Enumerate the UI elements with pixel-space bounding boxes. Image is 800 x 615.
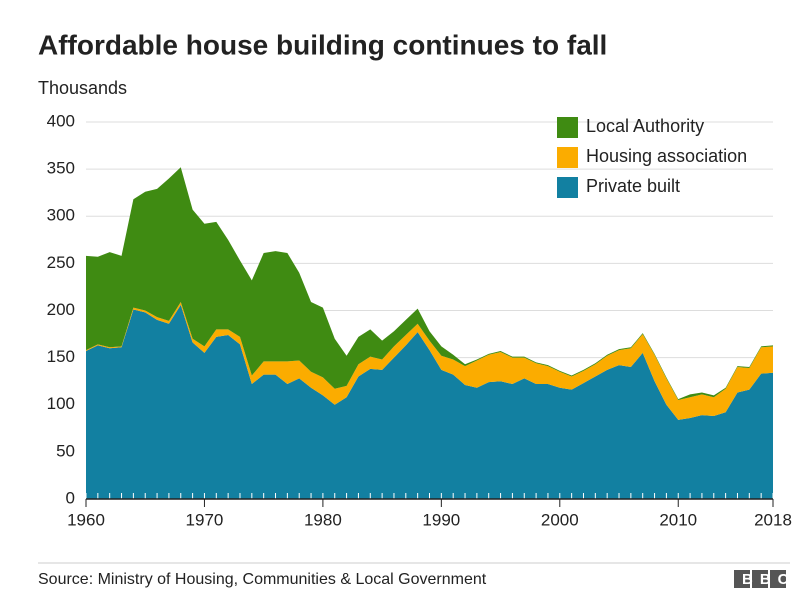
y-tick-label: 200: [47, 300, 75, 319]
legend-label: Local Authority: [586, 116, 704, 136]
legend-swatch: [557, 117, 578, 138]
x-tick-label: 1960: [67, 510, 105, 529]
legend-label: Housing association: [586, 146, 747, 166]
legend-swatch: [557, 177, 578, 198]
logo-text: BBC: [742, 571, 796, 588]
area: [86, 302, 773, 420]
logo-box: [770, 570, 786, 588]
y-tick-label: 400: [47, 111, 75, 130]
area: [86, 167, 773, 401]
source: Source: Ministry of Housing, Communities…: [38, 571, 487, 588]
y-tick-label: 150: [47, 347, 75, 366]
logo: BBC: [734, 570, 796, 588]
x-tick-label: 2018: [754, 510, 792, 529]
chart-title: Affordable house building continues to f…: [38, 29, 607, 60]
area: [86, 304, 773, 499]
y-tick-label: 250: [47, 253, 75, 272]
y-tick-label: 50: [56, 441, 75, 460]
logo-box: [734, 570, 750, 588]
legend-swatch: [557, 147, 578, 168]
x-tick-label: 1990: [422, 510, 460, 529]
x-tick-label: 2010: [659, 510, 697, 529]
x-tick-label: 1980: [304, 510, 342, 529]
x-tick-label: 2000: [541, 510, 579, 529]
y-tick-label: 100: [47, 394, 75, 413]
y-tick-label: 350: [47, 159, 75, 178]
y-tick-label: 300: [47, 206, 75, 225]
x-tick-label: 1970: [186, 510, 224, 529]
legend-label: Private built: [586, 176, 680, 196]
logo-box: [752, 570, 768, 588]
subtitle: Thousands: [38, 78, 127, 98]
y-tick-label: 0: [66, 488, 75, 507]
